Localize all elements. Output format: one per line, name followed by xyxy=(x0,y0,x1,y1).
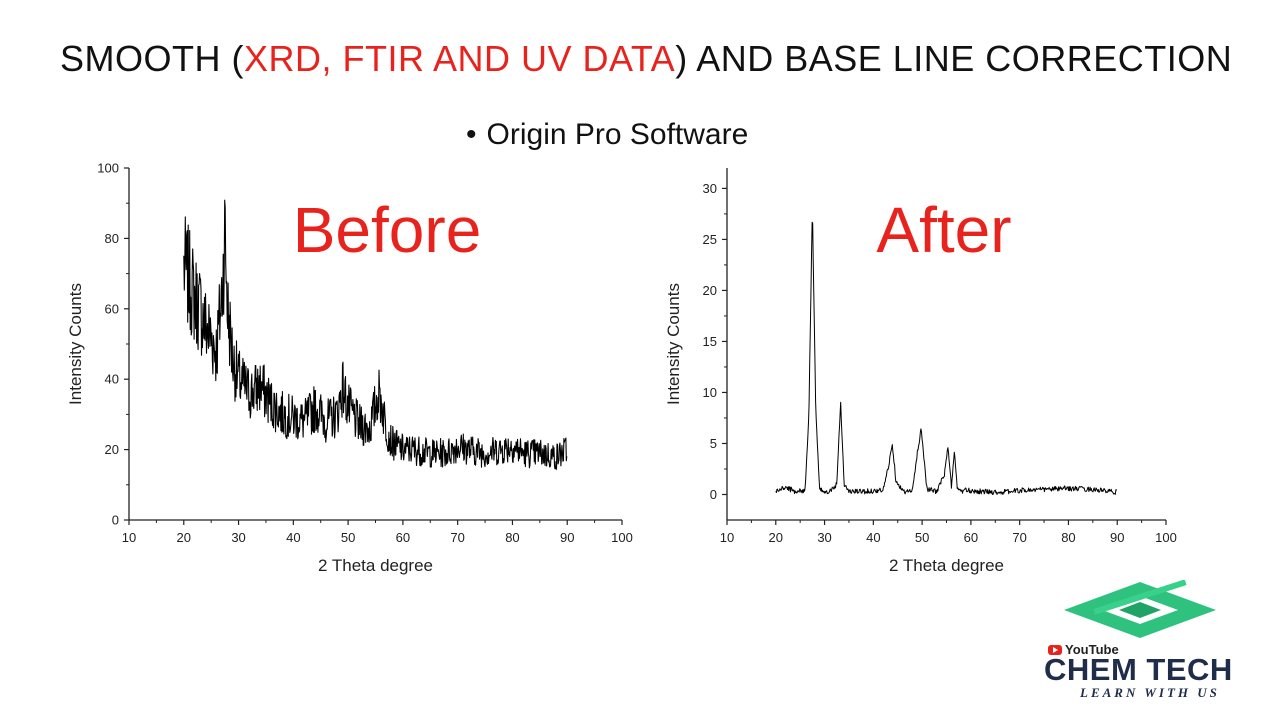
bullet-text: Origin Pro Software xyxy=(486,118,749,151)
x-tick-label: 30 xyxy=(231,530,245,545)
title-part-2: ) AND BASE LINE CORRECTION xyxy=(675,38,1233,79)
y-tick-label: 0 xyxy=(710,487,717,502)
logo-tagline: LEARN WITH US xyxy=(1080,685,1220,700)
x-tick-label: 10 xyxy=(720,530,734,545)
y-tick-label: 20 xyxy=(105,442,119,457)
data-series-line xyxy=(775,221,1117,495)
x-axis-title: 2 Theta degree xyxy=(318,556,433,575)
y-axis-title: Intensity Counts xyxy=(66,283,85,405)
y-tick-label: 30 xyxy=(703,181,717,196)
x-tick-label: 90 xyxy=(560,530,574,545)
y-tick-label: 100 xyxy=(97,161,119,176)
chart-label: Before xyxy=(293,194,482,266)
x-tick-label: 20 xyxy=(769,530,783,545)
x-tick-label: 30 xyxy=(817,530,831,545)
title-part-1: SMOOTH ( xyxy=(60,38,244,79)
x-tick-label: 80 xyxy=(505,530,519,545)
title-highlight: XRD, FTIR AND UV DATA xyxy=(243,38,676,79)
y-tick-label: 10 xyxy=(703,385,717,400)
x-tick-label: 60 xyxy=(396,530,410,545)
y-tick-label: 0 xyxy=(112,513,119,528)
y-axis-title: Intensity Counts xyxy=(664,283,683,405)
x-tick-label: 10 xyxy=(122,530,136,545)
x-axis-title: 2 Theta degree xyxy=(889,556,1004,575)
x-tick-label: 20 xyxy=(177,530,191,545)
x-tick-label: 80 xyxy=(1061,530,1075,545)
x-tick-label: 70 xyxy=(1012,530,1026,545)
x-tick-label: 40 xyxy=(286,530,300,545)
x-tick-label: 90 xyxy=(1110,530,1124,545)
x-tick-label: 40 xyxy=(866,530,880,545)
bullet-point: • Origin Pro Software xyxy=(466,118,748,152)
y-tick-label: 40 xyxy=(105,372,119,387)
x-tick-label: 50 xyxy=(341,530,355,545)
x-tick-label: 50 xyxy=(915,530,929,545)
slide-title: SMOOTH (XRD, FTIR AND UV DATA) AND BASE … xyxy=(60,38,1232,80)
logo-emblem-icon xyxy=(1064,580,1216,638)
youtube-label: YouTube xyxy=(1065,642,1119,657)
y-tick-label: 25 xyxy=(703,232,717,247)
x-tick-label: 70 xyxy=(450,530,464,545)
data-series-line xyxy=(183,199,568,470)
x-tick-label: 100 xyxy=(611,530,633,545)
x-tick-label: 100 xyxy=(1155,530,1177,545)
bullet-dot-icon: • xyxy=(466,118,477,151)
youtube-badge: YouTube xyxy=(1048,642,1119,657)
y-tick-label: 80 xyxy=(105,231,119,246)
y-tick-label: 15 xyxy=(703,334,717,349)
y-tick-label: 60 xyxy=(105,301,119,316)
logo-name: CHEM TECH xyxy=(1044,652,1233,687)
y-tick-label: 5 xyxy=(710,436,717,451)
chem-tech-logo: YouTube CHEM TECH LEARN WITH US xyxy=(1040,580,1260,710)
chart-label: After xyxy=(876,194,1011,266)
y-tick-label: 20 xyxy=(703,283,717,298)
youtube-play-icon xyxy=(1048,644,1062,655)
x-tick-label: 60 xyxy=(964,530,978,545)
